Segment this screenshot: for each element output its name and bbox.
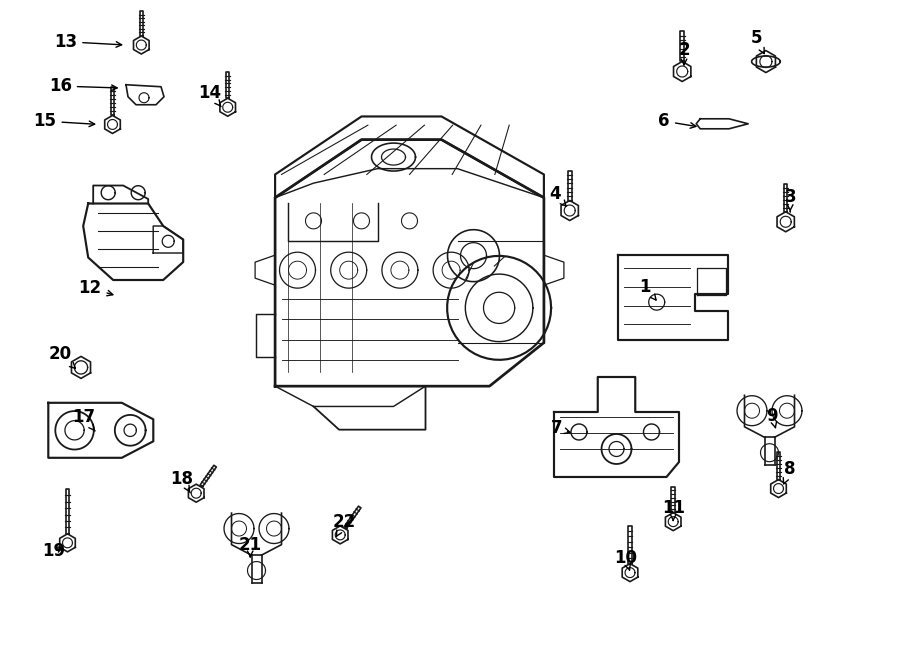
Text: 18: 18 [170,469,194,493]
Text: 17: 17 [72,408,95,431]
Text: 5: 5 [751,29,764,54]
Text: 22: 22 [333,512,356,536]
Text: 12: 12 [78,279,112,297]
Text: 15: 15 [33,112,94,130]
Text: 16: 16 [49,77,117,95]
Text: 3: 3 [785,188,796,212]
Text: 13: 13 [54,32,122,51]
Text: 10: 10 [614,549,637,570]
Text: 9: 9 [767,406,778,428]
Text: 4: 4 [550,185,566,206]
Text: 20: 20 [49,345,76,369]
Text: 6: 6 [659,112,696,130]
Text: 11: 11 [662,499,685,520]
Text: 7: 7 [551,419,570,438]
Text: 2: 2 [679,40,689,65]
Text: 21: 21 [238,536,262,557]
Text: 1: 1 [640,277,656,300]
Text: 19: 19 [42,542,66,561]
Text: 8: 8 [783,459,796,484]
Text: 14: 14 [198,83,221,107]
